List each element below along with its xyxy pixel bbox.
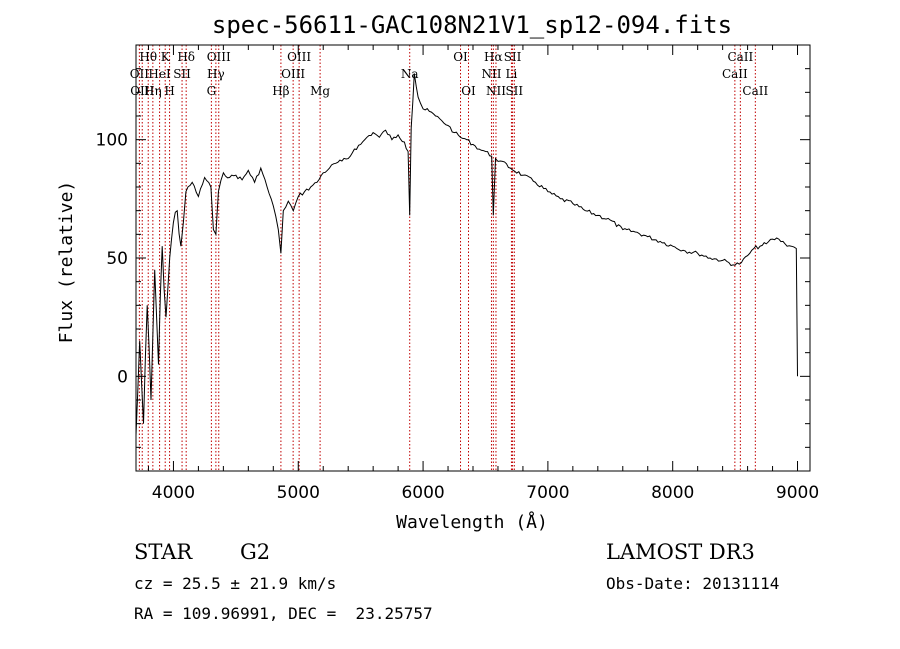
line-marker-label: OIII [287, 50, 311, 64]
x-tick-label: 7000 [526, 483, 569, 503]
line-marker-label: Hδ [177, 50, 195, 64]
x-tick-label: 4000 [152, 483, 195, 503]
axis-ticks: 4000 5000 6000 7000 8000 9000 0 50 100 [96, 45, 819, 503]
redshift-cz: cz = 25.5 ± 21.9 km/s [134, 574, 337, 593]
line-marker-label: Hη [144, 84, 162, 98]
line-markers [138, 45, 756, 471]
line-marker-label: Hβ [272, 84, 289, 98]
x-tick-label: 9000 [776, 483, 819, 503]
line-marker-label: OI [453, 50, 468, 64]
line-marker-label: G [207, 84, 217, 98]
line-marker-label: SII [505, 84, 523, 98]
line-marker-label: Hα [484, 50, 503, 64]
line-marker-label: H [164, 84, 174, 98]
observation-date: Obs-Date: 20131114 [606, 574, 780, 593]
y-axis-label: Flux (relative) [56, 181, 77, 344]
y-tick-label: 100 [96, 131, 128, 151]
x-tick-label: 5000 [277, 483, 320, 503]
survey-name: LAMOST DR3 [606, 540, 755, 564]
line-marker-label: OII [130, 67, 150, 81]
line-marker-label: OIII [207, 50, 231, 64]
line-marker-label: SII [504, 50, 522, 64]
line-marker-label: Hθ [139, 50, 157, 64]
line-marker-label: CaII [727, 50, 753, 64]
coordinates: RA = 109.96991, DEC = 23.25757 [134, 604, 433, 623]
line-marker-label: SII [173, 67, 191, 81]
spectral-subclass: G2 [240, 540, 271, 564]
object-class: STAR [134, 540, 193, 564]
line-marker-label: K [161, 50, 171, 64]
line-marker-label: Na [401, 67, 419, 81]
line-marker-label: NII [486, 84, 506, 98]
line-marker-label: OI [461, 84, 476, 98]
y-tick-label: 50 [106, 249, 128, 269]
line-marker-label: CaII [742, 84, 768, 98]
y-tick-label: 0 [117, 367, 128, 387]
line-marker-label: OIII [281, 67, 305, 81]
line-marker-label: HeI [148, 67, 171, 81]
line-marker-label: CaII [722, 67, 748, 81]
x-tick-label: 8000 [651, 483, 694, 503]
line-marker-label: NII [481, 67, 501, 81]
x-tick-label: 6000 [401, 483, 444, 503]
spectrum-line [135, 73, 798, 436]
chart-title: spec-56611-GAC108N21V1_sp12-094.fits [212, 11, 732, 39]
line-marker-label: Hγ [207, 67, 225, 81]
line-marker-label: Li [506, 67, 518, 81]
x-axis-label: Wavelength (Å) [396, 511, 548, 533]
line-marker-label: Mg [310, 84, 330, 98]
